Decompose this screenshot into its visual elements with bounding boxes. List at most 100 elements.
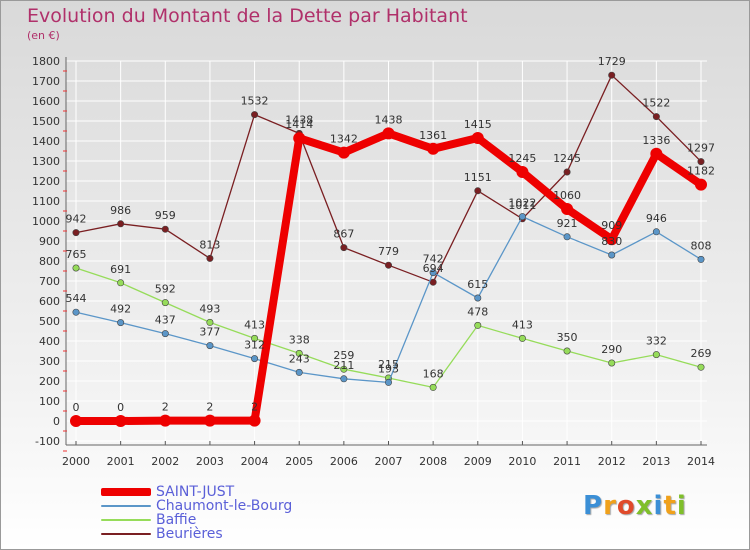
legend-swatch xyxy=(101,505,151,507)
data-point xyxy=(206,254,214,262)
data-label: 1438 xyxy=(285,113,313,126)
data-point xyxy=(248,414,261,427)
x-tick-label: 2009 xyxy=(464,455,492,468)
data-label: 1022 xyxy=(508,197,536,210)
data-point xyxy=(203,414,216,427)
data-label: 1361 xyxy=(419,129,447,142)
x-tick-label: 2003 xyxy=(196,455,224,468)
logo-letter: i xyxy=(676,491,687,521)
data-point xyxy=(293,132,306,145)
x-tick-label: 2010 xyxy=(508,455,536,468)
data-point xyxy=(251,111,259,119)
data-label: 813 xyxy=(199,238,220,251)
data-point xyxy=(161,225,169,233)
data-label: 1060 xyxy=(553,189,581,202)
data-point xyxy=(605,233,618,246)
x-tick-label: 2000 xyxy=(62,455,90,468)
data-label: 1245 xyxy=(508,152,536,165)
x-tick-label: 2006 xyxy=(330,455,358,468)
data-point xyxy=(652,228,660,236)
data-point xyxy=(251,355,259,363)
logo-letter: x xyxy=(635,491,654,521)
x-tick-label: 2001 xyxy=(107,455,135,468)
data-label: 830 xyxy=(601,235,622,248)
data-label: 694 xyxy=(423,262,444,275)
data-point xyxy=(608,251,616,259)
data-point xyxy=(382,127,395,140)
y-tick-label: 1100 xyxy=(32,195,60,208)
data-point xyxy=(340,365,348,373)
y-tick-label: 600 xyxy=(39,295,60,308)
data-label: 259 xyxy=(333,349,354,362)
y-tick-label: 200 xyxy=(39,375,60,388)
data-label: 691 xyxy=(110,263,131,276)
data-label: 942 xyxy=(66,213,87,226)
y-tick-label: 300 xyxy=(39,355,60,368)
data-label: 742 xyxy=(423,253,444,266)
data-label: 867 xyxy=(333,228,354,241)
y-tick-label: 1800 xyxy=(32,55,60,68)
data-point xyxy=(72,308,80,316)
data-point xyxy=(474,187,482,195)
legend-swatch xyxy=(101,533,151,535)
data-label: 959 xyxy=(155,209,176,222)
x-tick-label: 2004 xyxy=(241,455,269,468)
y-tick-label: 800 xyxy=(39,255,60,268)
data-point xyxy=(117,220,125,228)
data-label: 413 xyxy=(244,318,265,331)
data-label: 2 xyxy=(251,401,258,414)
legend-label: Beurières xyxy=(156,526,223,542)
data-point xyxy=(697,255,705,263)
data-label: 269 xyxy=(691,347,712,360)
data-label: 312 xyxy=(244,339,265,352)
data-label: 492 xyxy=(110,303,131,316)
data-point xyxy=(563,233,571,241)
data-label: 332 xyxy=(646,335,667,348)
data-point xyxy=(72,229,80,237)
data-point xyxy=(114,415,127,427)
data-point xyxy=(337,146,350,159)
data-point xyxy=(518,334,526,342)
data-point xyxy=(474,294,482,302)
y-tick-label: -100 xyxy=(35,435,60,448)
x-tick-label: 2008 xyxy=(419,455,447,468)
data-point xyxy=(295,368,303,376)
y-tick-label: 1200 xyxy=(32,175,60,188)
data-point xyxy=(159,414,172,427)
legend-swatch xyxy=(101,519,151,521)
x-tick-label: 2012 xyxy=(598,455,626,468)
data-label: 243 xyxy=(289,352,310,365)
y-tick-label: 1700 xyxy=(32,75,60,88)
y-tick-label: 1400 xyxy=(32,135,60,148)
data-point xyxy=(429,269,437,277)
x-tick-label: 2002 xyxy=(151,455,179,468)
data-label: 290 xyxy=(601,343,622,356)
data-label: 1151 xyxy=(464,171,492,184)
data-point xyxy=(295,349,303,357)
data-label: 1336 xyxy=(642,134,670,147)
data-label: 1438 xyxy=(375,113,403,126)
x-tick-label: 2014 xyxy=(687,455,715,468)
data-point xyxy=(384,261,392,269)
y-tick-label: 700 xyxy=(39,275,60,288)
data-label: 544 xyxy=(66,292,87,305)
data-label: 1729 xyxy=(598,55,626,68)
data-point xyxy=(608,359,616,367)
data-label: 1414 xyxy=(285,118,313,131)
y-tick-label: 0 xyxy=(53,415,60,428)
data-label: 215 xyxy=(378,358,399,371)
series-layer xyxy=(70,71,707,427)
data-label-layer: 942 986 959 813 1532 1438 867 779 694 1151 1011 124… xyxy=(66,55,716,414)
logo-letter: i xyxy=(653,491,664,521)
data-point xyxy=(251,334,259,342)
y-tick-label: 400 xyxy=(39,335,60,348)
legend-label: Chaumont-le-Bourg xyxy=(156,498,293,514)
data-point xyxy=(471,132,484,144)
y-tick-label: 100 xyxy=(39,395,60,408)
data-point xyxy=(652,351,660,359)
data-label: 615 xyxy=(467,278,488,291)
logo-letter: r xyxy=(603,491,617,521)
data-label: 413 xyxy=(512,318,533,331)
data-label: 2 xyxy=(206,401,213,414)
y-tick-label: 1500 xyxy=(32,115,60,128)
